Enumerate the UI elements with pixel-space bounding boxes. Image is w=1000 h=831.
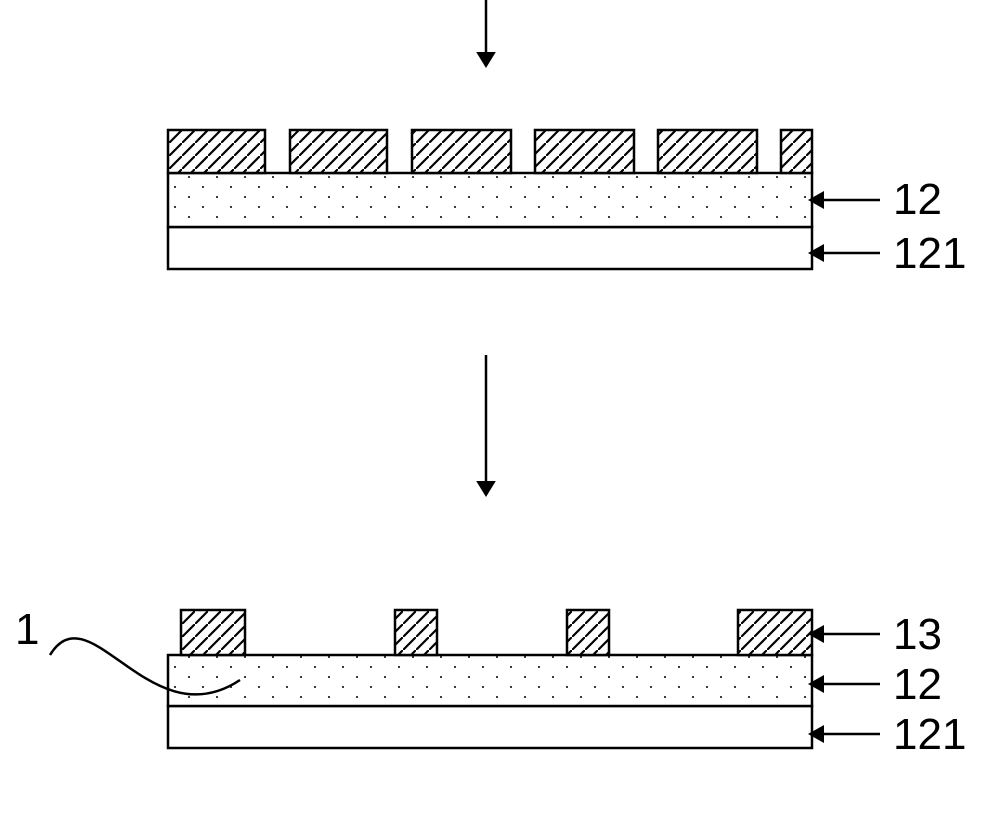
arrow-mid-head bbox=[476, 481, 496, 497]
a-layer-121 bbox=[168, 227, 812, 269]
diagram-canvas bbox=[0, 0, 1000, 831]
a-hatch-1 bbox=[290, 130, 387, 173]
a-hatch-0 bbox=[168, 130, 265, 173]
a-hatch-3 bbox=[535, 130, 634, 173]
a-layer-12 bbox=[168, 173, 812, 227]
b-hatch-3 bbox=[738, 610, 812, 655]
a-label-121: 121 bbox=[893, 229, 966, 279]
lead-label-1: 1 bbox=[15, 605, 39, 655]
arrow-in-top-head bbox=[476, 52, 496, 68]
b-layer-12 bbox=[168, 655, 812, 706]
b-label-121: 121 bbox=[893, 710, 966, 760]
b-layer-121 bbox=[168, 706, 812, 748]
b-hatch-2 bbox=[567, 610, 609, 655]
b-label-13: 13 bbox=[893, 610, 942, 660]
b-hatch-0 bbox=[181, 610, 245, 655]
a-hatch-2 bbox=[412, 130, 511, 173]
b-hatch-1 bbox=[395, 610, 437, 655]
a-hatch-4 bbox=[658, 130, 757, 173]
a-label-12: 12 bbox=[893, 175, 942, 225]
b-label-12: 12 bbox=[893, 660, 942, 710]
a-hatch-5 bbox=[781, 130, 812, 173]
